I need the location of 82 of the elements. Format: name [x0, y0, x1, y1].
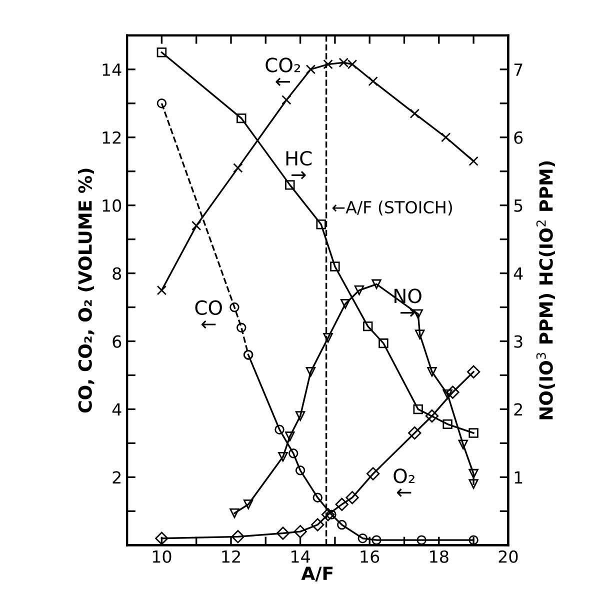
y-tick-label: 2 — [112, 471, 121, 484]
y-axis-title: CO, CO₂, O₂ (VOLUME %) — [78, 168, 94, 412]
point — [358, 534, 368, 544]
point — [243, 500, 254, 510]
point — [230, 302, 240, 312]
point — [335, 498, 348, 511]
point — [425, 409, 439, 423]
point — [468, 428, 478, 438]
x-tick-label: 14 — [292, 550, 310, 563]
point — [285, 432, 295, 442]
point — [337, 520, 347, 530]
x-tick-label: 10 — [152, 550, 172, 563]
y2-tick-label: 6 — [514, 131, 523, 144]
point — [312, 492, 322, 502]
point — [458, 440, 468, 450]
point — [416, 535, 426, 545]
point — [408, 426, 422, 440]
point — [363, 321, 373, 332]
y-tick-label: 6 — [112, 335, 122, 348]
point — [378, 338, 388, 348]
point — [316, 219, 326, 230]
point — [288, 448, 298, 458]
point — [306, 366, 316, 377]
point — [295, 466, 306, 476]
y-tick-label: 4 — [112, 403, 122, 416]
y-tick-label: 10 — [102, 199, 122, 212]
point — [323, 59, 333, 70]
point — [295, 411, 306, 421]
y2-tick-label: 2 — [514, 403, 522, 416]
point — [230, 508, 240, 518]
y2-tick-label: 4 — [514, 267, 523, 280]
point — [276, 526, 290, 540]
y2-axis-title: NO(IO$^{3}$ PPM) HC(IO$^{2}$ PPM) — [536, 161, 555, 420]
point — [372, 279, 382, 290]
x-tick-label: 16 — [360, 550, 380, 563]
point — [340, 299, 350, 309]
y2-tick-label: 5 — [514, 200, 522, 212]
point — [414, 330, 425, 340]
point — [294, 524, 307, 538]
point — [236, 322, 246, 333]
annotation: HC → — [286, 150, 312, 180]
point — [372, 535, 382, 545]
annotation: O₂ ← — [394, 468, 414, 497]
point — [346, 490, 359, 504]
point — [191, 220, 202, 231]
point — [278, 452, 288, 462]
point — [274, 424, 284, 434]
x-tick-label: 20 — [498, 550, 518, 563]
point — [468, 156, 478, 166]
annotation: CO ← — [195, 300, 222, 329]
point — [231, 530, 245, 544]
y-tick-label: 8 — [112, 267, 122, 280]
point — [354, 285, 364, 296]
y2-tick-label: 7 — [514, 64, 522, 76]
point — [442, 419, 452, 430]
point — [468, 479, 478, 489]
y-tick-label: 14 — [102, 64, 122, 76]
point — [156, 98, 167, 108]
point — [321, 508, 335, 522]
point — [330, 262, 340, 272]
point — [311, 518, 324, 532]
point — [468, 468, 478, 479]
x-tick-label: 12 — [222, 550, 240, 563]
point — [366, 467, 380, 480]
point — [427, 366, 437, 377]
x-tick-label: 18 — [430, 550, 448, 563]
y2-tick-label: 1 — [514, 471, 522, 484]
point — [466, 365, 480, 378]
point — [156, 285, 167, 296]
point — [285, 180, 295, 190]
x-axis-title: A/F — [301, 566, 333, 582]
point — [413, 404, 423, 414]
point — [236, 113, 246, 124]
y2-tick-label: 3 — [514, 335, 522, 348]
point — [306, 64, 316, 74]
ref-line-label: ←A/F (STOICH) — [332, 200, 452, 216]
point — [446, 386, 460, 399]
point — [323, 332, 333, 343]
point — [442, 389, 452, 400]
point — [156, 48, 167, 58]
y-tick-label: 12 — [102, 131, 121, 144]
annotation: CO₂ ← — [266, 58, 300, 86]
